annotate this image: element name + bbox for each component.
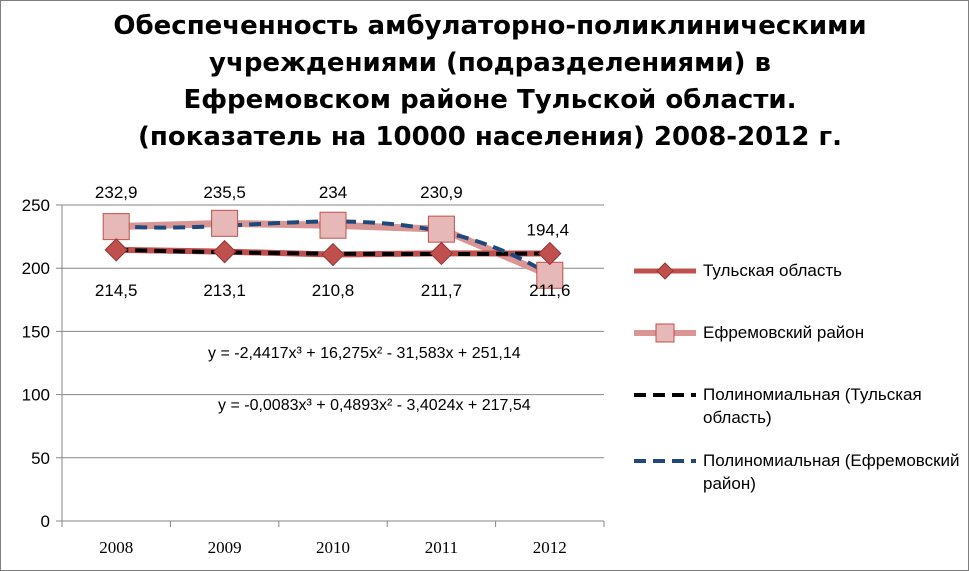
legend-swatch-trend-tula [634,393,696,397]
trendline-equations: y = -2,4417x³ + 16,275x² - 31,583x + 251… [208,345,531,414]
marker-efremov [427,215,455,243]
y-tick-label: 0 [41,512,50,531]
marker-tula [212,239,237,264]
data-label-tula: 213,1 [203,281,246,300]
gridlines [62,204,604,459]
data-label-efremov: 234 [319,183,347,202]
marker-tula [321,242,345,267]
data-label-efremov: 230,9 [420,183,463,202]
y-tick-label: 100 [22,386,50,405]
y-tick-label: 150 [22,322,50,341]
legend-swatch-tula [634,262,696,280]
x-tick-label: 2012 [533,538,567,557]
data-labels: 232,9 235,5 234 230,9 194,4 214,5 213,1 210,8 21… [95,183,571,300]
chart-title-line-3: Ефремовском районе Тульской области. [183,85,797,115]
y-tick-label: 250 [22,196,50,215]
legend-swatch-trend-efremov [634,459,696,463]
data-label-tula: 211,6 [529,281,570,300]
x-tick-label: 2010 [316,538,350,557]
marker-efremov [319,211,347,239]
legend-label-trend-efremov: Полиномиальная (Ефремовский район) [703,451,960,493]
marker-tula [429,241,454,266]
x-tick-label: 2008 [99,538,133,557]
x-tick-label: 2009 [208,538,242,557]
chart-title-line-4: (показатель на 10000 населения) 2008-201… [138,122,842,152]
chart-title: Обеспеченность амбулаторно-поликлиническ… [60,8,920,156]
chart-title-line-2: учреждениями (подразделениями) в [209,48,771,78]
legend-swatch-efremov [634,323,696,343]
y-tick-label: 50 [31,449,50,468]
axes [56,204,605,527]
legend-label-efremov: Ефремовский район [703,323,865,342]
y-tick-label: 200 [22,259,50,278]
legend-label-tula: Тульская область [703,261,842,280]
legend-label-trend-tula: Полиномиальная (Тульская область) [703,385,922,427]
data-label-efremov: 194,4 [527,220,570,239]
trendline-equation-efremov: y = -2,4417x³ + 16,275x² - 31,583x + 251… [208,345,521,362]
marker-efremov [102,213,130,241]
chart-title-line-1: Обеспеченность амбулаторно-поликлиническ… [113,11,867,41]
trendline-equation-tula: y = -0,0083x³ + 0,4893x² - 3,4024x + 217… [218,397,531,414]
tick-labels: 0 50 100 150 200 250 2008 2009 2010 2011 2012 [22,196,567,557]
data-label-efremov: 235,5 [203,183,246,202]
marker-tula [104,238,128,262]
data-label-efremov: 232,9 [95,183,138,202]
marker-tula [538,241,562,266]
marker-efremov [211,209,239,237]
data-label-tula: 210,8 [312,281,355,300]
data-label-tula: 211,7 [421,281,462,300]
data-label-tula: 214,5 [95,281,138,300]
x-tick-label: 2011 [425,538,458,557]
series-markers [102,209,564,289]
